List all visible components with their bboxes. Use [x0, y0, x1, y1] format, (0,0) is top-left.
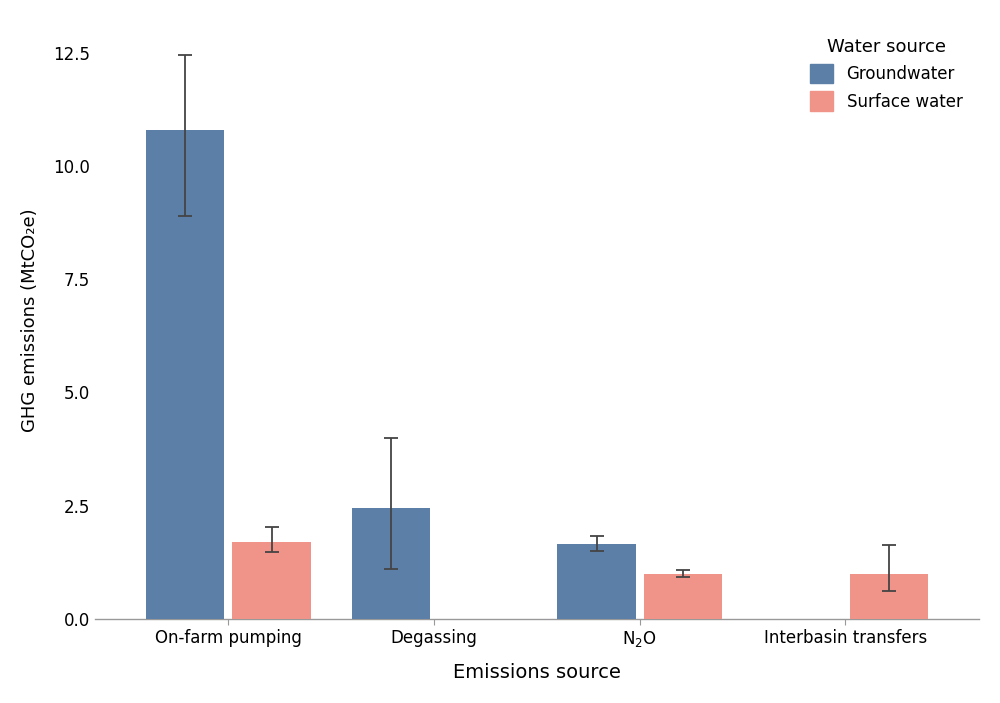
Bar	[146, 129, 224, 619]
Bar	[644, 574, 722, 619]
Bar	[352, 508, 430, 619]
Legend: Groundwater, Surface water: Groundwater, Surface water	[802, 29, 971, 119]
Bar	[557, 544, 636, 619]
Bar	[232, 542, 311, 619]
X-axis label: Emissions source: Emissions source	[453, 663, 621, 682]
Bar	[850, 574, 928, 619]
Y-axis label: GHG emissions (MtCO₂e): GHG emissions (MtCO₂e)	[21, 208, 39, 432]
